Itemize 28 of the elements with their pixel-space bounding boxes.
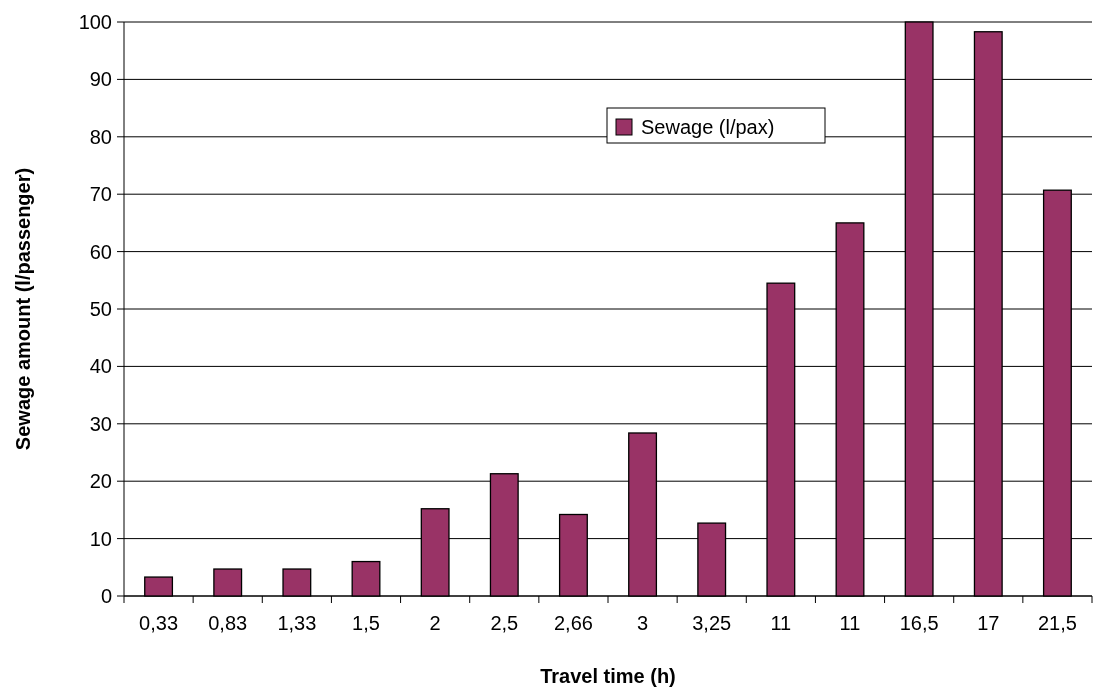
x-tick-label: 17 [977,612,1000,634]
x-tick-label: 0,33 [139,612,179,634]
x-tick-label: 11 [770,612,792,634]
y-tick-label: 0 [100,585,112,607]
y-tick-label: 60 [89,240,112,263]
y-tick-label: 80 [89,125,112,148]
x-tick-label: 2,5 [490,612,519,634]
y-tick-label: 50 [89,298,112,320]
x-axis-title: Travel time (h) [540,665,676,687]
y-tick-label: 40 [89,355,112,378]
x-tick-label: 1,33 [277,612,317,634]
x-tick-label: 16,5 [899,612,939,634]
x-tick-label: 0,83 [208,612,248,634]
x-tick-label: 11 [839,612,861,634]
y-tick-label: 30 [89,412,112,435]
y-tick-label: 100 [78,11,112,33]
y-tick-label: 70 [89,183,112,206]
x-tick-label: 3,25 [692,612,732,634]
y-tick-label: 90 [89,68,112,91]
legend-label: Sewage (l/pax) [641,116,775,138]
y-tick-label: 20 [89,470,112,493]
y-tick-label: 10 [89,527,112,550]
y-axis-title: Sewage amount (l/passenger) [12,167,34,451]
x-tick-label: 2,66 [553,612,593,634]
x-tick-label: 21,5 [1037,612,1077,634]
x-tick-label: 3 [637,612,649,634]
x-tick-label: 2 [429,612,441,634]
x-tick-label: 1,5 [352,612,380,634]
